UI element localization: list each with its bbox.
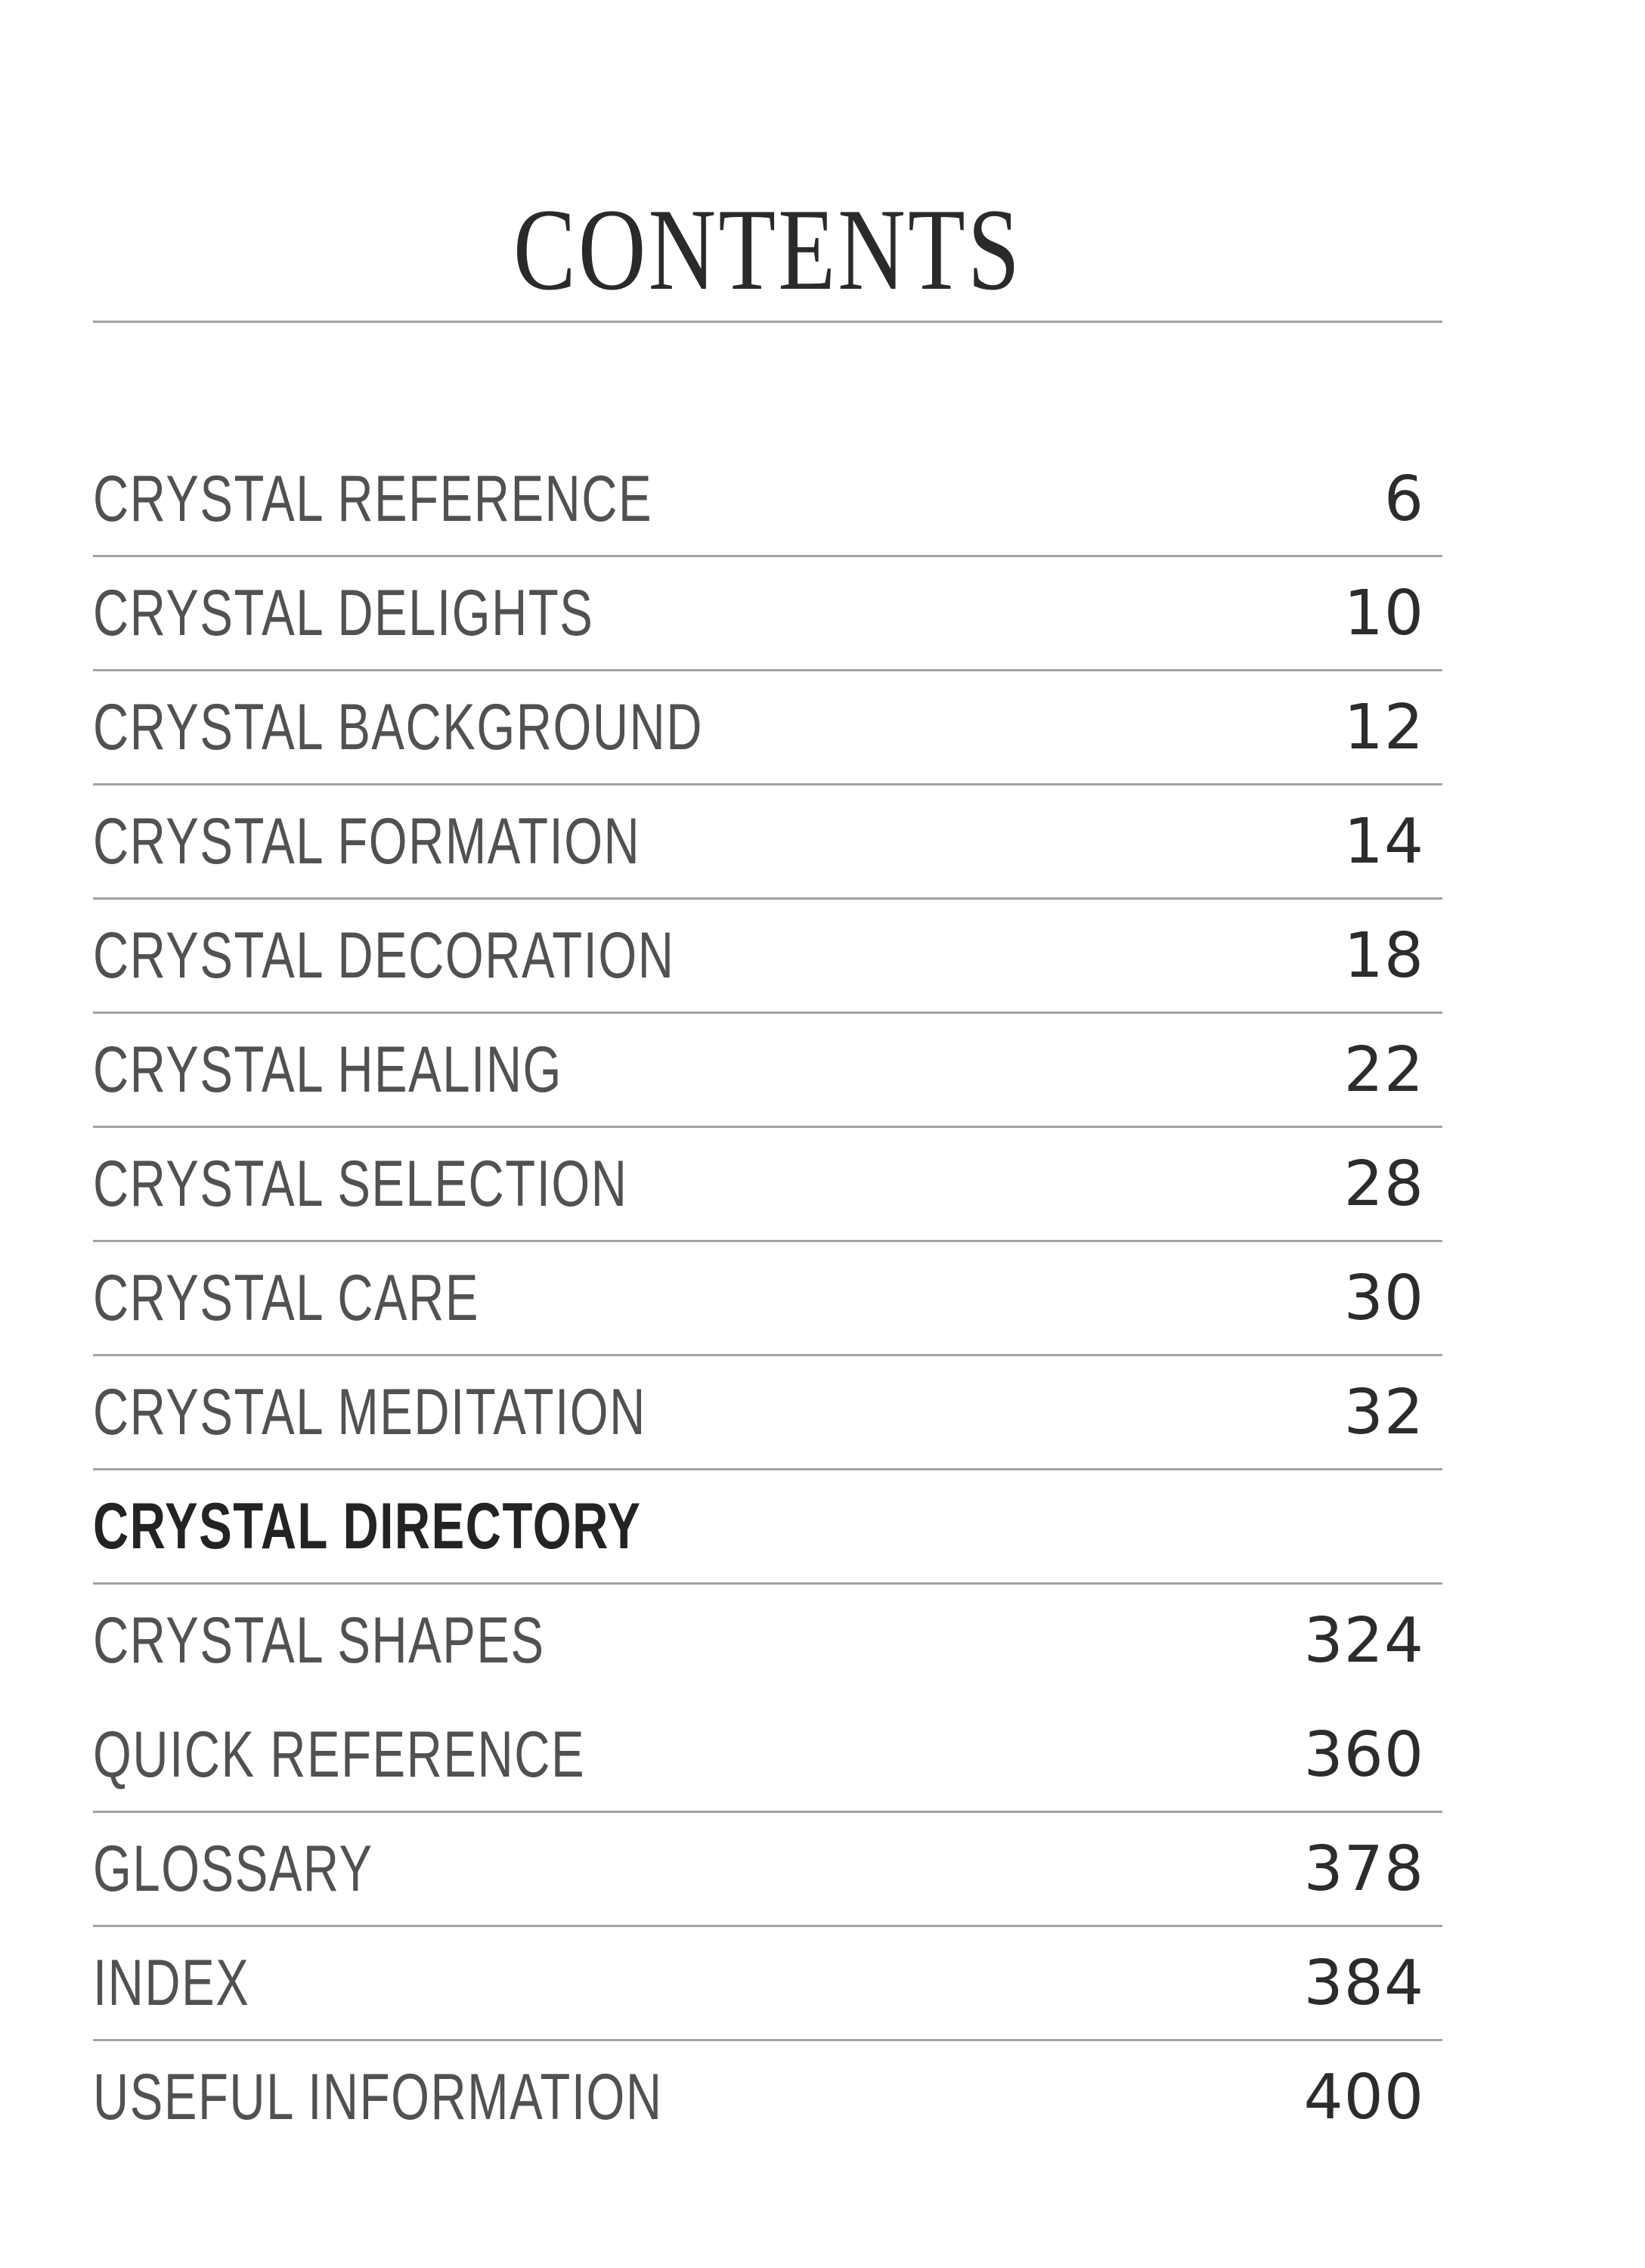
- toc-entry-label: CRYSTAL HEALING: [93, 1033, 562, 1106]
- toc-entry-label: CRYSTAL SELECTION: [93, 1147, 628, 1220]
- toc-entry-page-number: 384: [1303, 1947, 1424, 2019]
- toc-entry-label: CRYSTAL FORMATION: [93, 804, 641, 878]
- toc-entry: CRYSTAL DELIGHTS 10: [93, 557, 1442, 671]
- toc-entry-page-number: 22: [1343, 1033, 1424, 1106]
- toc-entry-label: CRYSTAL DECORATION: [93, 919, 675, 992]
- toc-entry-page-number: 6: [1383, 463, 1424, 535]
- toc-entry-page-number: 14: [1343, 805, 1424, 878]
- toc-list: CRYSTAL REFERENCE 6 CRYSTAL DELIGHTS 10 CRYS…: [93, 443, 1442, 2155]
- toc-entry: CRYSTAL SHAPES 324: [93, 1585, 1442, 1699]
- toc-entry: USEFUL INFORMATION 400: [93, 2041, 1442, 2155]
- toc-entry-label: GLOSSARY: [93, 1832, 373, 1905]
- toc-entry-page-number: 10: [1343, 577, 1424, 649]
- toc-entry-page-number: 400: [1303, 2061, 1424, 2133]
- title-divider: [93, 321, 1442, 323]
- toc-entry-page-number: 360: [1303, 1718, 1424, 1791]
- toc-entry: CRYSTAL CARE 30: [93, 1242, 1442, 1356]
- toc-entry-label: CRYSTAL DELIGHTS: [93, 576, 594, 649]
- page-title: CONTENTS: [513, 184, 1023, 314]
- toc-entry: CRYSTAL DECORATION 18: [93, 900, 1442, 1014]
- toc-entry-page-number: 324: [1303, 1604, 1424, 1677]
- toc-entry: INDEX 384: [93, 1927, 1442, 2041]
- toc-entry-label: QUICK REFERENCE: [93, 1718, 586, 1791]
- toc-entry: CRYSTAL REFERENCE 6: [93, 443, 1442, 557]
- toc-entry: CRYSTAL SELECTION 28: [93, 1128, 1442, 1242]
- toc-entry-page-number: 378: [1303, 1833, 1424, 1905]
- toc-entry-page-number: 12: [1343, 691, 1424, 764]
- toc-entry-page-number: 28: [1343, 1148, 1424, 1220]
- toc-entry-page-number: 32: [1343, 1376, 1424, 1448]
- toc-entry-label: USEFUL INFORMATION: [93, 2060, 663, 2133]
- toc-entry: CRYSTAL DIRECTORY: [93, 1470, 1442, 1585]
- toc-entry-page-number: 30: [1343, 1262, 1424, 1334]
- toc-entry: CRYSTAL MEDITATION 32: [93, 1356, 1442, 1470]
- toc-entry-label: CRYSTAL MEDITATION: [93, 1375, 646, 1448]
- toc-entry-label: CRYSTAL REFERENCE: [93, 462, 653, 535]
- toc-entry-label: CRYSTAL CARE: [93, 1261, 479, 1334]
- toc-entry-label: CRYSTAL DIRECTORY: [93, 1489, 642, 1563]
- toc-entry-label: INDEX: [93, 1946, 250, 2019]
- toc-entry: CRYSTAL FORMATION 14: [93, 785, 1442, 900]
- contents-column: CONTENTS CRYSTAL REFERENCE 6 CRYSTAL DELIG…: [93, 189, 1442, 2155]
- toc-entry-page-number: 18: [1343, 919, 1424, 992]
- toc-entry-label: CRYSTAL SHAPES: [93, 1603, 545, 1677]
- toc-entry: GLOSSARY 378: [93, 1813, 1442, 1927]
- toc-entry-label: CRYSTAL BACKGROUND: [93, 690, 703, 764]
- toc-entry: CRYSTAL HEALING 22: [93, 1014, 1442, 1128]
- toc-entry: QUICK REFERENCE 360: [93, 1699, 1442, 1813]
- toc-entry: CRYSTAL BACKGROUND 12: [93, 671, 1442, 785]
